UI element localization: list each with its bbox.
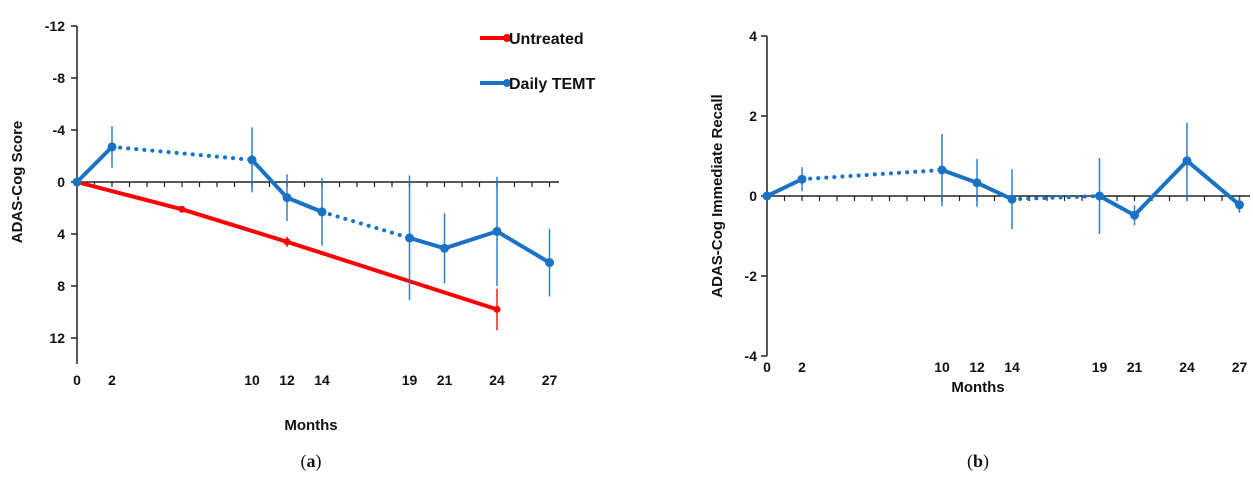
- x-tick-label: 19: [402, 372, 418, 388]
- data-point: [492, 226, 502, 236]
- series-line-segment: [285, 239, 499, 312]
- data-point: [405, 233, 414, 243]
- data-point: [545, 258, 554, 268]
- x-tick-label: 24: [489, 372, 505, 388]
- data-point: [440, 243, 449, 253]
- series-line-segment: [495, 229, 552, 265]
- legend-label: Untreated: [509, 31, 584, 48]
- x-tick-label: 24: [1179, 359, 1195, 375]
- x-axis-title: Months: [951, 379, 1004, 396]
- data-point: [247, 155, 257, 165]
- data-point: [178, 205, 186, 213]
- y-tick-label: 0: [749, 188, 757, 204]
- series-line-segment: [75, 144, 114, 184]
- data-point: [493, 305, 501, 313]
- series-line-segment: [1132, 158, 1189, 218]
- x-tick-label: 2: [798, 359, 806, 375]
- y-axis-title: ADAS-Cog Immediate Recall: [709, 94, 726, 297]
- data-point: [107, 142, 117, 152]
- y-tick-label: -4: [745, 348, 758, 364]
- x-tick-label: 27: [1232, 359, 1248, 375]
- y-tick-label: 0: [57, 174, 65, 190]
- data-point: [1095, 191, 1104, 201]
- data-point: [1007, 194, 1017, 204]
- x-tick-label: 14: [314, 372, 330, 388]
- legend-label: Daily TEMT: [509, 76, 595, 93]
- y-tick-label: -12: [45, 18, 65, 34]
- series-line-segment: [407, 235, 447, 251]
- y-tick-label: -4: [53, 122, 66, 138]
- y-axis-title: ADAS-Cog Score: [9, 121, 26, 244]
- data-point: [72, 177, 82, 187]
- data-point: [937, 165, 947, 175]
- data-point: [1235, 200, 1244, 210]
- y-tick-label: 4: [749, 28, 757, 44]
- series-line-segment: [940, 168, 979, 185]
- panel-label-a: (a): [301, 451, 322, 472]
- y-tick-label: 8: [57, 278, 65, 294]
- series-line-segment: [285, 195, 324, 214]
- data-point: [283, 238, 291, 246]
- panel-a: -12 -8 -4 0 4 8 12 0 2 10 12 14 19 21 24 27 Months ADAS-C…: [9, 18, 595, 472]
- series-line-segment: [800, 168, 944, 182]
- series-line-segment: [75, 180, 184, 212]
- series-line-segment: [250, 157, 289, 200]
- series-line-segment: [1010, 194, 1102, 202]
- series-line-segment: [1097, 194, 1137, 218]
- y-tick-label: -8: [53, 70, 66, 86]
- legend-marker: [503, 34, 511, 42]
- series-line-segment: [110, 144, 254, 162]
- panel-label-b: (b): [967, 451, 989, 472]
- x-tick-label: 2: [108, 372, 116, 388]
- series-line-segment: [442, 229, 499, 251]
- legend-marker: [503, 79, 511, 87]
- y-tick-label: -2: [745, 268, 758, 284]
- series-line-segment: [975, 180, 1014, 202]
- x-tick-label: 21: [1127, 359, 1143, 375]
- y-tick-label: 4: [57, 226, 65, 242]
- data-point: [797, 174, 807, 184]
- x-tick-label: 19: [1092, 359, 1108, 375]
- x-tick-label: 0: [73, 372, 81, 388]
- data-point: [1130, 210, 1139, 220]
- x-tick-label: 12: [969, 359, 985, 375]
- data-point: [317, 207, 327, 217]
- data-point: [762, 191, 772, 201]
- series-line-segment: [180, 207, 289, 244]
- y-tick-label: 12: [49, 330, 65, 346]
- data-point: [1182, 156, 1192, 166]
- series-line-segment: [765, 177, 804, 198]
- data-point: [972, 178, 982, 188]
- x-tick-label: 14: [1004, 359, 1020, 375]
- x-axis-title: Months: [284, 417, 337, 434]
- x-tick-label: 12: [279, 372, 295, 388]
- x-tick-label: 21: [437, 372, 453, 388]
- series-line-segment: [1185, 158, 1242, 207]
- series-line-segment: [320, 209, 412, 240]
- x-tick-label: 10: [934, 359, 950, 375]
- x-tick-label: 0: [763, 359, 771, 375]
- x-tick-label: 10: [244, 372, 260, 388]
- data-point: [282, 193, 292, 203]
- y-tick-label: 2: [749, 108, 757, 124]
- x-tick-label: 27: [542, 372, 558, 388]
